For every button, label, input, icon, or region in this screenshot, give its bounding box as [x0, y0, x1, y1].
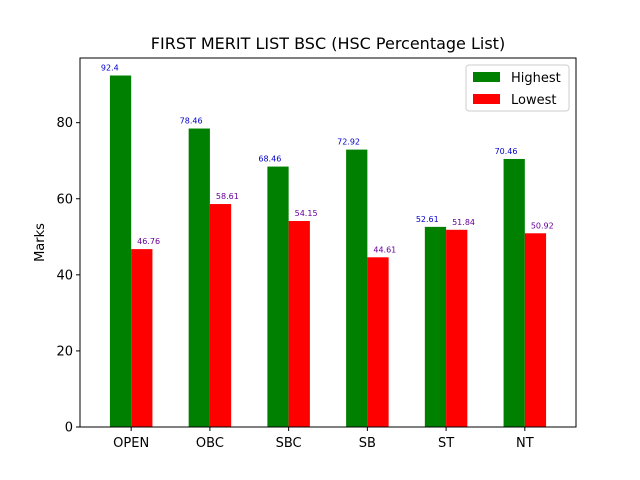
x-tick-label-open: OPEN — [113, 436, 149, 451]
x-tick-label-obc: OBC — [196, 436, 224, 451]
x-tick-label-sbc: SBC — [276, 436, 302, 451]
bar-lowest-nt — [524, 233, 547, 427]
data-label-lowest-sb: 44.61 — [373, 245, 396, 254]
data-labels-group: 92.4 78.46 68.46 72.92 52.61 70.46 46.76 58.61 5… — [101, 64, 554, 255]
data-label-highest-obc: 78.46 — [180, 117, 203, 126]
legend-swatch-highest — [473, 72, 500, 82]
y-tick-label: 60 — [56, 192, 73, 207]
data-label-lowest-nt: 50.92 — [531, 221, 554, 230]
bar-highest-sb — [346, 149, 368, 427]
data-label-lowest-st: 51.84 — [452, 218, 475, 227]
bar-highest-open — [109, 75, 132, 427]
chart-title: FIRST MERIT LIST BSC (HSC Percentage Lis… — [151, 34, 505, 53]
y-tick-label: 0 — [65, 421, 73, 436]
data-label-lowest-sbc: 54.15 — [295, 209, 318, 218]
data-label-highest-st: 52.61 — [416, 215, 439, 224]
bar-lowest-sbc — [288, 221, 310, 427]
legend-label-lowest: Lowest — [511, 93, 556, 108]
bar-lowest-st — [446, 229, 468, 427]
data-label-highest-nt: 70.46 — [495, 147, 518, 156]
bars-group — [109, 75, 547, 427]
plot-frame — [79, 57, 577, 428]
data-label-highest-sb: 72.92 — [337, 138, 360, 147]
bar-highest-nt — [503, 158, 525, 427]
data-label-highest-sbc: 68.46 — [258, 155, 281, 164]
bar-highest-sbc — [267, 166, 289, 427]
x-axis-ticks: OPEN OBC SBC SB ST NT — [113, 427, 534, 451]
y-axis-label: Marks — [33, 223, 48, 262]
data-label-lowest-obc: 58.61 — [216, 192, 239, 201]
data-label-lowest-open: 46.76 — [137, 237, 160, 246]
y-axis-ticks: 0 20 40 60 80 — [56, 116, 80, 436]
y-tick-label: 40 — [56, 268, 73, 283]
y-tick-label: 20 — [56, 344, 73, 359]
x-tick-label-sb: SB — [359, 436, 376, 451]
bar-lowest-sb — [367, 257, 389, 427]
x-tick-label-st: ST — [438, 436, 454, 451]
x-tick-label-nt: NT — [516, 436, 534, 451]
legend-swatch-lowest — [473, 94, 500, 104]
bar-lowest-obc — [209, 204, 232, 427]
legend-label-highest: Highest — [511, 71, 561, 86]
bar-highest-obc — [188, 128, 210, 427]
bar-highest-st — [424, 226, 447, 427]
bar-lowest-open — [131, 249, 153, 427]
data-label-highest-open: 92.4 — [101, 64, 119, 73]
legend: Highest Lowest — [465, 64, 570, 112]
y-tick-label: 80 — [56, 116, 73, 131]
